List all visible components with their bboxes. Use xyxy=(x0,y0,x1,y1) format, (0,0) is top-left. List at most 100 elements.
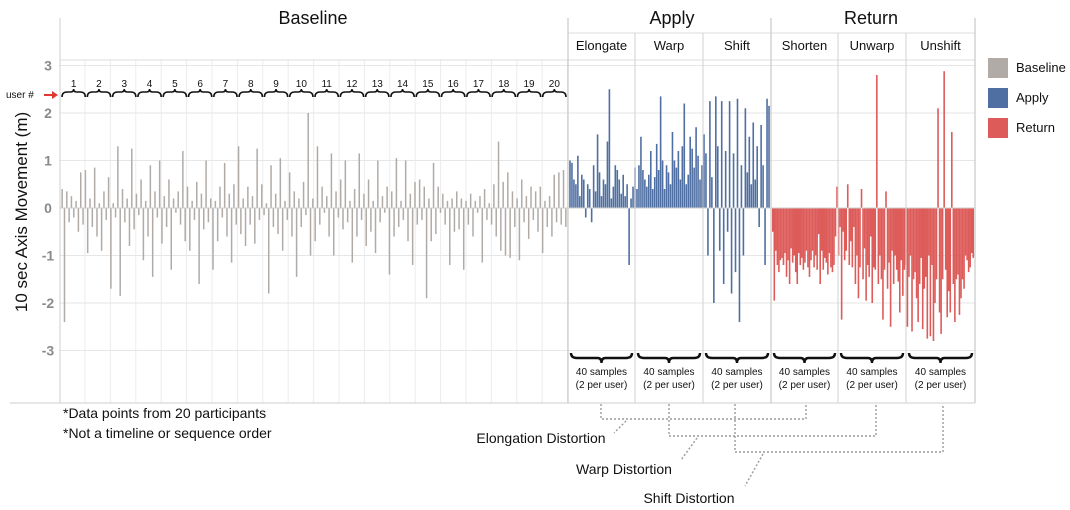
bar-baseline xyxy=(490,208,493,225)
user-brace xyxy=(187,88,213,98)
bar-return xyxy=(926,208,929,339)
bar-baseline xyxy=(274,193,277,208)
bar-baseline xyxy=(479,196,481,209)
user-number: 9 xyxy=(273,79,279,90)
y-tick-label: 3 xyxy=(44,58,52,74)
bar-apply xyxy=(606,141,609,208)
bar-baseline xyxy=(73,208,75,218)
bar-return xyxy=(776,208,779,265)
bar-return xyxy=(802,208,805,270)
bar-return xyxy=(895,208,898,270)
user-number: 11 xyxy=(321,79,332,90)
bar-baseline xyxy=(103,191,105,209)
bar-baseline xyxy=(84,170,87,208)
bar-baseline xyxy=(302,181,305,209)
user-number: 13 xyxy=(372,79,384,90)
bar-baseline xyxy=(307,113,309,208)
bar-baseline xyxy=(497,141,500,208)
bar-baseline xyxy=(158,160,161,208)
warp-pointer xyxy=(680,437,698,461)
bar-baseline xyxy=(449,208,451,265)
bar-return xyxy=(892,208,895,284)
bar-baseline xyxy=(212,208,214,270)
bar-return xyxy=(830,208,832,268)
bar-baseline xyxy=(191,200,193,209)
sample-note: (2 per user) xyxy=(779,380,831,391)
bar-apply xyxy=(612,186,615,209)
bar-baseline xyxy=(96,208,98,237)
bar-baseline xyxy=(442,193,444,208)
bar-baseline xyxy=(198,208,200,284)
bar-baseline xyxy=(223,162,226,209)
user-number: 5 xyxy=(172,79,178,90)
subcondition-header: Shift xyxy=(724,38,750,53)
bar-return xyxy=(820,208,823,251)
bar-apply xyxy=(740,165,743,208)
bar-baseline xyxy=(170,208,172,270)
bar-baseline xyxy=(507,172,509,209)
subcondition-header: Warp xyxy=(654,38,685,53)
bar-baseline xyxy=(163,196,166,209)
bar-baseline xyxy=(93,167,96,209)
bar-apply xyxy=(726,208,729,232)
bar-baseline xyxy=(379,208,381,223)
y-tick-label: 2 xyxy=(44,105,52,121)
shift-pointer xyxy=(744,453,764,487)
bar-baseline xyxy=(321,186,323,209)
bar-apply xyxy=(734,208,737,273)
bar-return xyxy=(836,186,838,209)
bar-apply xyxy=(742,208,745,256)
bar-baseline xyxy=(105,208,108,220)
user-number: 8 xyxy=(248,79,254,90)
bar-baseline xyxy=(147,208,149,237)
group-header: Baseline xyxy=(278,8,347,28)
bar-baseline xyxy=(421,208,423,220)
bar-return xyxy=(897,208,900,282)
bar-baseline xyxy=(293,191,296,209)
bar-return xyxy=(814,208,817,256)
bar-baseline xyxy=(156,208,159,218)
bar-return xyxy=(941,208,944,280)
user-brace xyxy=(440,88,466,98)
legend-swatch xyxy=(988,118,1008,138)
bar-baseline xyxy=(189,208,191,251)
bar-baseline xyxy=(502,181,504,209)
bar-return xyxy=(938,208,941,313)
bar-apply xyxy=(596,134,599,209)
user-brace xyxy=(541,88,567,98)
bar-return xyxy=(819,208,821,284)
bar-baseline xyxy=(135,193,138,208)
headers: Baseline Apply Return Elongate Warp Shift Shor… xyxy=(278,8,961,53)
sample-note: (2 per user) xyxy=(915,380,967,391)
bar-return xyxy=(902,208,904,296)
legend-label: Return xyxy=(1016,120,1055,135)
bar-return xyxy=(805,208,808,251)
bar-return xyxy=(804,208,806,263)
bar-apply xyxy=(610,198,613,208)
bar-baseline xyxy=(504,208,507,256)
bar-baseline xyxy=(63,208,66,322)
bar-return xyxy=(796,208,799,284)
bar-baseline xyxy=(86,208,89,254)
elongation-connector xyxy=(600,404,807,420)
bar-return xyxy=(963,208,965,289)
bar-apply xyxy=(581,174,583,208)
bar-baseline xyxy=(439,208,442,213)
bar-baseline xyxy=(144,200,147,209)
bar-apply xyxy=(620,193,623,208)
shift-connector xyxy=(734,404,944,453)
bar-return xyxy=(908,208,910,277)
bar-return xyxy=(966,208,968,261)
bar-return xyxy=(846,184,849,208)
bar-return xyxy=(909,208,912,256)
bar-baseline xyxy=(527,208,530,239)
bar-return xyxy=(889,208,892,327)
bar-return xyxy=(955,208,958,280)
bar-apply xyxy=(718,208,721,251)
y-axis-label: 10 sec Axis Movement (m) xyxy=(12,112,31,312)
bar-baseline xyxy=(247,186,249,209)
bar-return xyxy=(920,208,922,258)
bar-return xyxy=(940,208,942,334)
bar-return xyxy=(954,208,956,322)
